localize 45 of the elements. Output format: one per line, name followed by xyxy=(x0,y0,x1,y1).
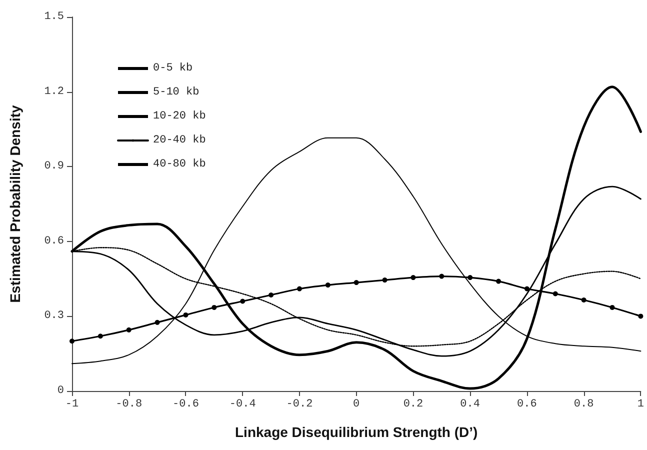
y-tick-label: 0 xyxy=(57,385,64,397)
point xyxy=(126,327,132,332)
x-tick-label: 0.6 xyxy=(517,398,537,410)
y-tick-label: 1.5 xyxy=(44,11,64,23)
point xyxy=(468,275,473,280)
legend-label: 40-80 kb xyxy=(153,158,206,170)
x-tick-label: 0 xyxy=(353,398,360,410)
point xyxy=(638,314,644,319)
point xyxy=(581,297,586,302)
point xyxy=(439,274,444,279)
y-tick-label: 1.2 xyxy=(44,86,64,98)
point xyxy=(212,304,217,310)
y-axis-title: Estimated Probability Density xyxy=(7,104,23,303)
point xyxy=(296,286,302,292)
x-tick-label: -0.4 xyxy=(229,398,256,410)
x-tick-label: -0.2 xyxy=(286,398,313,410)
point xyxy=(354,280,359,286)
point xyxy=(240,298,246,304)
y-tick-label: 0.6 xyxy=(44,235,64,248)
x-axis-title: Linkage Disequilibrium Strength (D’) xyxy=(235,424,478,440)
x-tick-label: 0.8 xyxy=(574,398,594,410)
x-tick-label: 1 xyxy=(637,398,644,410)
x-tick-label: 0.2 xyxy=(403,398,424,410)
x-tick-label: 0.4 xyxy=(460,398,480,410)
point xyxy=(552,291,558,296)
point xyxy=(98,334,103,339)
x-tick-label: -1 xyxy=(65,398,79,410)
point xyxy=(268,292,274,298)
legend-label: 20-40 kb xyxy=(153,134,206,146)
point xyxy=(325,282,330,288)
point xyxy=(154,320,160,325)
legend-label: 0-5 kb xyxy=(153,62,193,74)
y-tick-label: 0.9 xyxy=(44,160,64,173)
legend-label: 5-10 kb xyxy=(153,86,200,98)
point xyxy=(382,278,388,283)
point xyxy=(183,312,188,318)
x-tick-label: -0.6 xyxy=(172,398,199,410)
x-tick-label: -0.8 xyxy=(116,398,142,410)
point xyxy=(70,338,74,344)
point xyxy=(410,275,416,280)
point xyxy=(496,278,502,284)
legend-label: 10-20 kb xyxy=(153,110,206,122)
y-tick-label: 0.3 xyxy=(44,310,64,322)
point xyxy=(610,304,615,310)
point xyxy=(524,286,530,292)
